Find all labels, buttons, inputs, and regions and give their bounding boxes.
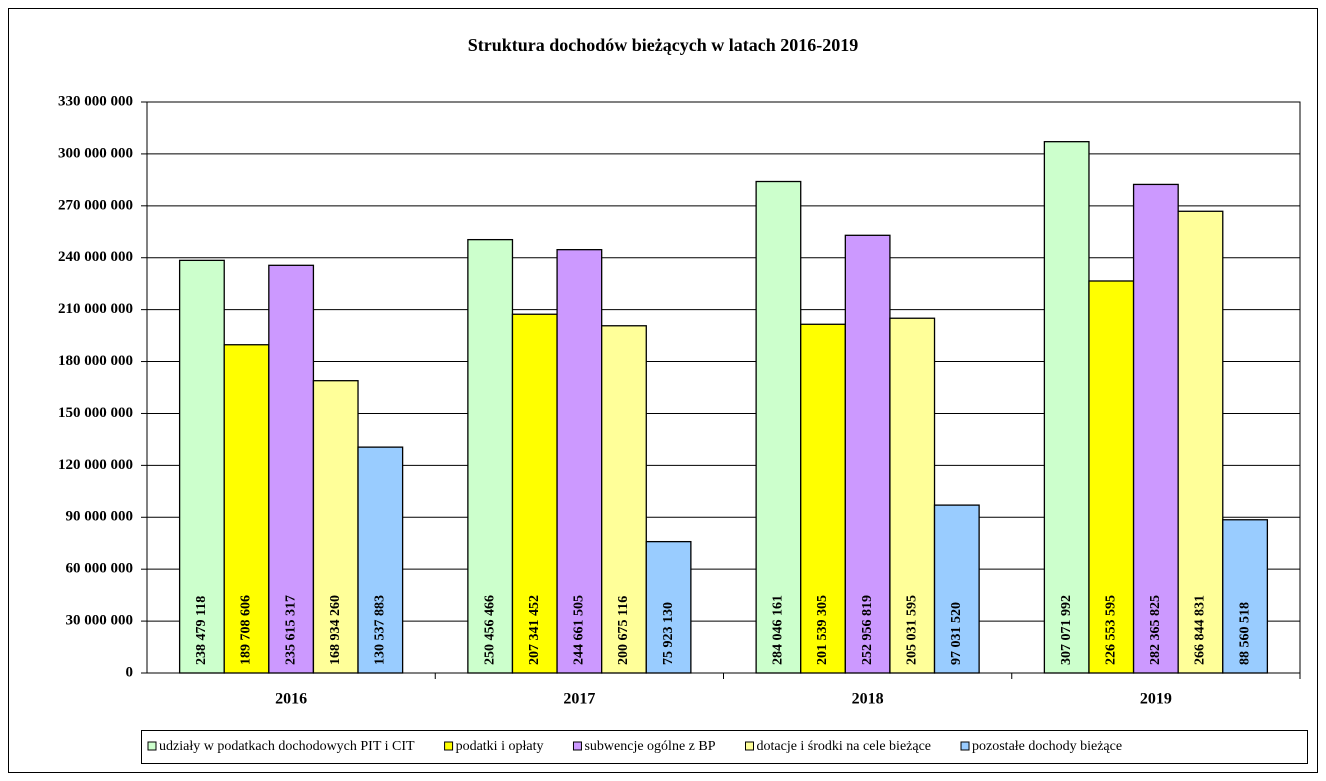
- legend-swatch: [444, 741, 454, 751]
- y-tick-label: 180 000 000: [58, 353, 133, 369]
- value-label: 266 844 831: [1193, 595, 1208, 665]
- legend-swatch: [745, 741, 754, 751]
- legend-label: subwencje ogólne z BP: [584, 739, 715, 754]
- value-label: 244 661 505: [572, 595, 587, 665]
- value-label: 97 031 520: [949, 602, 964, 665]
- legend-label: dotacje i środki na cele bieżące: [757, 739, 932, 754]
- bar: [933, 504, 980, 674]
- bar: [800, 323, 846, 674]
- value-label: 284 046 161: [771, 595, 786, 665]
- value-label: 205 031 595: [904, 595, 919, 665]
- y-tick-label: 120 000 000: [58, 457, 133, 473]
- bar: [268, 264, 315, 674]
- value-label: 226 553 595: [1103, 595, 1118, 665]
- x-tick-label: 2019: [1140, 691, 1172, 708]
- y-tick-label: 0: [126, 664, 134, 680]
- value-label: 201 539 305: [815, 595, 830, 665]
- legend-box: [141, 730, 1308, 764]
- y-tick-label: 300 000 000: [58, 145, 133, 161]
- x-tick-label: 2017: [563, 691, 595, 708]
- bar: [645, 540, 692, 674]
- legend-label: pozostałe dochody bieżące: [972, 739, 1122, 754]
- y-tick-label: 30 000 000: [66, 613, 134, 629]
- value-label: 235 615 317: [283, 595, 298, 665]
- value-label: 88 560 518: [1237, 602, 1252, 665]
- bar: [1177, 210, 1224, 674]
- value-label: 75 923 130: [661, 602, 676, 665]
- value-label: 250 456 466: [482, 595, 497, 665]
- bar: [755, 180, 802, 674]
- y-tick-label: 150 000 000: [58, 405, 133, 421]
- chart-title: Struktura dochodów bieżących w latach 20…: [468, 35, 859, 55]
- value-label: 168 934 260: [328, 595, 343, 665]
- bar: [357, 446, 404, 674]
- y-tick-label: 270 000 000: [58, 197, 133, 213]
- bar: [1088, 280, 1135, 674]
- legend-swatch: [147, 741, 157, 751]
- value-label: 252 956 819: [860, 595, 875, 665]
- bar: [1043, 141, 1090, 674]
- legend-label: udziały w podatkach dochodowych PIT i CI…: [159, 739, 415, 754]
- value-label: 282 365 825: [1148, 595, 1163, 665]
- y-tick-label: 330 000 000: [58, 93, 133, 109]
- x-tick-label: 2016: [275, 691, 307, 708]
- x-tick-label: 2018: [852, 691, 884, 708]
- value-label: 207 341 452: [527, 595, 542, 665]
- y-tick-label: 210 000 000: [58, 301, 133, 317]
- y-tick-label: 240 000 000: [58, 249, 133, 265]
- y-tick-label: 90 000 000: [66, 509, 134, 525]
- bar: [1222, 519, 1269, 674]
- bar: [601, 325, 647, 674]
- bar: [511, 313, 558, 674]
- bar: [1132, 183, 1179, 674]
- legend-label: podatki i opłaty: [456, 739, 544, 754]
- value-label: 130 537 883: [373, 595, 388, 665]
- value-label: 189 708 606: [239, 595, 254, 665]
- legend-swatch: [572, 741, 582, 751]
- legend-swatch: [960, 741, 970, 751]
- value-label: 238 479 118: [194, 596, 209, 665]
- value-label: 307 071 992: [1059, 595, 1074, 665]
- plot-border: [146, 101, 1301, 674]
- value-label: 200 675 116: [616, 596, 631, 665]
- y-tick-label: 60 000 000: [66, 561, 134, 577]
